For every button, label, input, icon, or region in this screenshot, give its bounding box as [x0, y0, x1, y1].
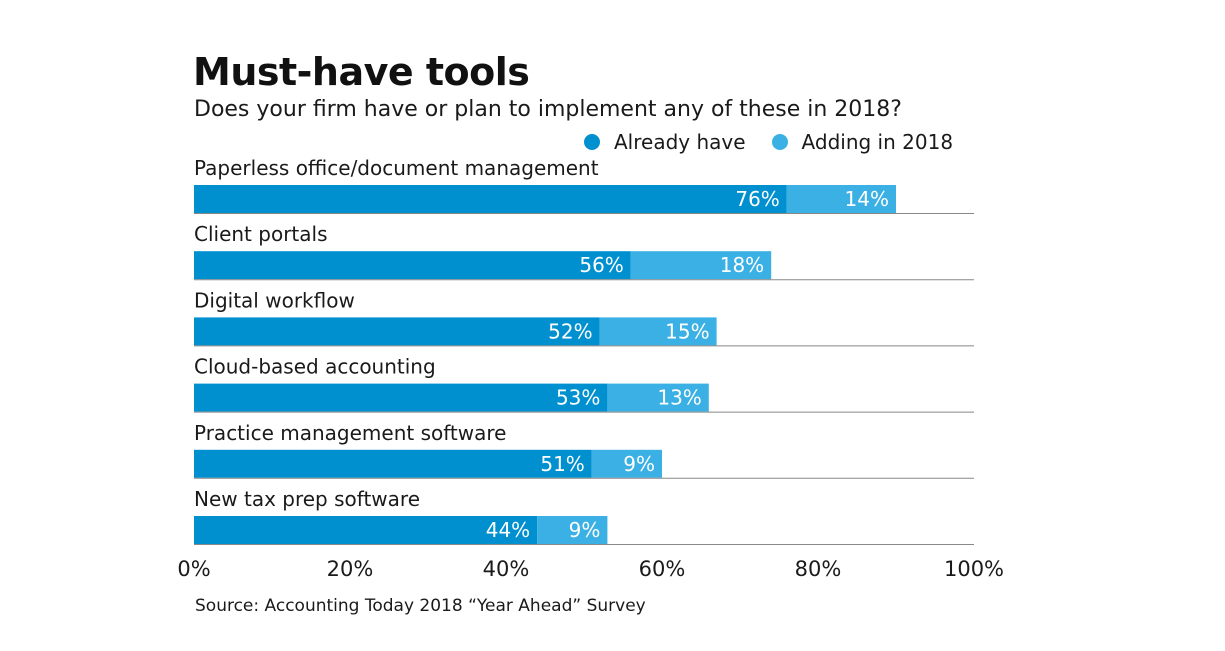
x-tick-label: 80% — [795, 557, 842, 581]
bar-adding-in-2018 — [599, 317, 717, 346]
bar-row-client-portals: Client portals 56% 18% — [194, 222, 974, 281]
category-label: Digital workflow — [194, 288, 355, 312]
bar-value-label: 53% — [556, 386, 600, 410]
category-label: Cloud-based accounting — [194, 355, 436, 379]
category-label: New tax prep software — [194, 487, 420, 511]
bar-adding-in-2018 — [607, 383, 709, 412]
bar-row-new-tax-prep-software: New tax prep software 44% 9% — [194, 487, 974, 545]
bar-row-cloud-based-accounting: Cloud-based accounting 53% 13% — [194, 355, 974, 413]
chart-title: Must-have tools — [193, 50, 530, 94]
bar-already-have — [194, 251, 631, 280]
bar-adding-in-2018 — [591, 449, 662, 478]
x-tick-label: 100% — [944, 557, 1004, 581]
bar-row-paperless-office-document-management: Paperless office/document management 76% 1… — [194, 156, 974, 214]
x-tick-label: 60% — [639, 557, 686, 581]
chart-legend: Already have Adding in 2018 — [584, 129, 953, 155]
bar-value-label: 51% — [540, 452, 584, 476]
x-axis: 0% 20% 40% 60% 80% 100% — [177, 557, 1004, 581]
bar-value-label: 44% — [486, 518, 530, 542]
chart-source: Source: Accounting Today 2018 “Year Ahea… — [195, 596, 646, 616]
chart-subtitle: Does your firm have or plan to implement… — [194, 97, 902, 122]
legend-label-already-have: Already have — [614, 130, 746, 154]
legend-swatch-already-have — [584, 134, 600, 150]
x-tick-label: 20% — [327, 557, 374, 581]
bar-adding-in-2018 — [630, 251, 772, 280]
bar-value-label: 52% — [548, 319, 592, 343]
bar-row-practice-management-software: Practice management software 51% 9% — [194, 421, 974, 479]
legend-swatch-adding-in-2018 — [771, 134, 788, 150]
bar-value-label: 76% — [735, 187, 779, 211]
bar-already-have — [194, 516, 538, 544]
x-tick-label: 0% — [177, 557, 210, 581]
bar-already-have — [194, 449, 592, 478]
legend-item-adding-in-2018: Adding in 2018 — [771, 130, 954, 154]
category-label: Practice management software — [194, 421, 506, 445]
bar-row-digital-workflow: Digital workflow 52% 15% — [194, 288, 974, 347]
bar-already-have — [194, 383, 608, 412]
bar-value-label: 13% — [657, 386, 701, 410]
bar-value-label: 15% — [665, 319, 709, 343]
bar-value-label: 56% — [579, 253, 623, 277]
legend-item-already-have: Already have — [584, 130, 746, 154]
x-tick-label: 40% — [483, 557, 530, 581]
legend-label-adding-in-2018: Adding in 2018 — [801, 130, 954, 154]
bar-already-have — [194, 185, 787, 213]
bar-value-label: 18% — [720, 253, 764, 277]
bar-value-label: 14% — [845, 187, 889, 211]
bar-value-label: 9% — [623, 452, 655, 476]
bar-adding-in-2018 — [537, 516, 608, 544]
bar-already-have — [194, 317, 600, 346]
category-label: Client portals — [194, 222, 328, 246]
bar-value-label: 9% — [569, 518, 601, 542]
bar-adding-in-2018 — [786, 185, 896, 213]
category-label: Paperless office/document management — [194, 156, 599, 180]
